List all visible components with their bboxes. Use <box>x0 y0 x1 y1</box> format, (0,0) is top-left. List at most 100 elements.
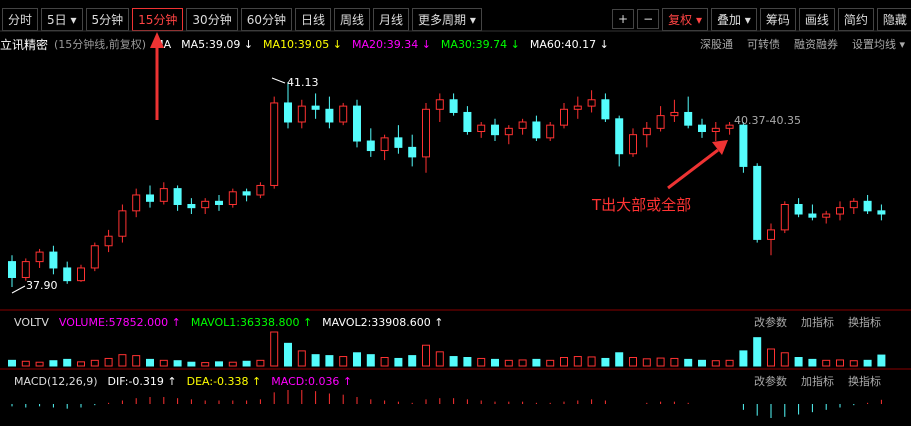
toolbar-button[interactable]: 60分钟 <box>240 7 292 31</box>
toolbar-button[interactable]: 30分钟 <box>186 7 238 31</box>
candle-body <box>311 105 320 110</box>
candle-body <box>684 111 693 126</box>
candle-body <box>449 99 458 113</box>
candle-body <box>173 188 182 205</box>
candle-body <box>656 115 665 129</box>
volume-bar <box>35 361 44 367</box>
link[interactable]: 融资融券 <box>793 38 838 51</box>
toolbar-button[interactable]: 画线 <box>798 7 835 31</box>
volume-bar <box>104 357 113 367</box>
link[interactable]: 加指标 <box>801 375 834 388</box>
toolbar-button[interactable]: 月线 <box>373 7 410 31</box>
volume-bar <box>642 358 651 367</box>
volume-bar <box>684 358 693 367</box>
volume-bar <box>656 357 665 367</box>
volume-bar <box>794 357 803 367</box>
volume-items: VOLUME:57852.000 ↑ MAVOL1:36338.800 ↑ MAVO… <box>49 316 444 329</box>
candle-body <box>104 235 113 247</box>
link[interactable]: 可转债 <box>746 38 780 51</box>
volume-bar <box>670 357 679 367</box>
ma-label: MA <box>154 37 172 51</box>
candle-body <box>642 127 651 136</box>
panel-name: VOLTV <box>14 315 49 329</box>
volume-bar <box>725 359 734 367</box>
volume-bar <box>325 355 334 367</box>
volume-bar <box>546 359 555 367</box>
volume-header: VOLTV VOLUME:57852.000 ↑ MAVOL1:36338.800… <box>0 314 911 330</box>
indicator-value: MA5:39.09 ↓ <box>181 37 254 51</box>
toolbar-button[interactable]: 5分钟 <box>85 7 130 31</box>
info-links: 深股通 可转债 融资融券 设置均线 ▾ <box>686 36 905 52</box>
volume-bar <box>753 337 762 367</box>
volume-bar <box>8 359 16 367</box>
volume-bar <box>297 350 306 367</box>
candle-body <box>573 105 582 110</box>
indicator-value: MA30:39.74 ↓ <box>440 37 520 51</box>
link[interactable]: 换指标 <box>848 316 881 329</box>
candle-body <box>242 191 251 196</box>
candle-body <box>21 261 30 278</box>
volume-bar <box>836 359 844 367</box>
toolbar-button[interactable]: 简约 <box>837 7 874 31</box>
macd-links: 改参数 加指标 换指标 <box>740 373 881 389</box>
link[interactable]: 设置均线 ▾ <box>851 38 905 51</box>
range-label: 40.37-40.35 <box>734 114 801 127</box>
volume-bar <box>90 359 99 367</box>
link[interactable]: 改参数 <box>754 316 787 329</box>
volume-bar <box>408 355 417 367</box>
candle-body <box>615 118 624 155</box>
volume-bar <box>339 356 348 367</box>
stock-name: 立讯精密 <box>0 37 49 52</box>
candle-body <box>394 137 403 148</box>
indicator-value: MAVOL1:36338.800 ↑ <box>190 315 313 329</box>
volume-bar <box>146 358 154 367</box>
volume-bar <box>201 362 210 367</box>
candle-body <box>270 102 279 186</box>
toolbar-button[interactable]: 日线 <box>294 7 331 31</box>
candle-body <box>422 108 430 158</box>
toolbar-button[interactable]: 叠加 ▾ <box>710 7 757 31</box>
volume-bar <box>849 360 858 367</box>
volume-bar <box>366 354 375 367</box>
candle-body <box>711 127 720 133</box>
volume-bar <box>877 354 886 367</box>
candle-body <box>339 105 348 123</box>
indicator-value: MA60:40.17 ↓ <box>529 37 609 51</box>
toolbar-button[interactable]: 周线 <box>334 7 371 31</box>
volume-bar <box>560 357 568 367</box>
volume-bar <box>132 355 141 367</box>
link[interactable]: 深股通 <box>699 38 733 51</box>
candle-body <box>77 267 85 282</box>
toolbar-button[interactable]: 5日 ▾ <box>41 7 83 31</box>
volume-bar <box>422 344 430 367</box>
arrow <box>667 148 719 190</box>
toolbar-right: + − 复权 ▾ 叠加 ▾ 筹码 画线 简约 隐藏 <box>612 7 911 31</box>
low-label: 37.90 <box>26 279 58 292</box>
indicator-value: MA20:39.34 ↓ <box>351 37 431 51</box>
volume-bar <box>270 331 279 367</box>
link[interactable]: 换指标 <box>848 375 881 388</box>
volume-bar <box>353 352 361 367</box>
volume-bar <box>739 350 748 367</box>
candle-body <box>366 140 375 152</box>
toolbar-button[interactable]: − <box>637 9 660 29</box>
volume-bar <box>822 359 831 367</box>
candle-body <box>725 124 734 129</box>
toolbar-button[interactable]: 筹码 <box>759 7 796 31</box>
candle-body <box>215 200 223 205</box>
volume-bar <box>187 361 196 367</box>
volume-bar <box>601 357 610 367</box>
link[interactable]: 改参数 <box>754 375 787 388</box>
toolbar-button[interactable]: 更多周期 ▾ <box>412 7 482 31</box>
pointer <box>11 285 26 294</box>
toolbar-button[interactable]: 15分钟 <box>132 7 184 31</box>
toolbar-button[interactable]: 分时 <box>2 7 39 31</box>
volume-bar <box>256 359 265 367</box>
toolbar-button[interactable]: + <box>612 9 635 29</box>
toolbar-button[interactable]: 复权 ▾ <box>662 7 708 31</box>
link[interactable]: 加指标 <box>801 316 834 329</box>
candle-body <box>698 124 706 133</box>
volume-bar <box>863 359 872 367</box>
toolbar-button[interactable]: 隐藏 <box>876 7 911 31</box>
